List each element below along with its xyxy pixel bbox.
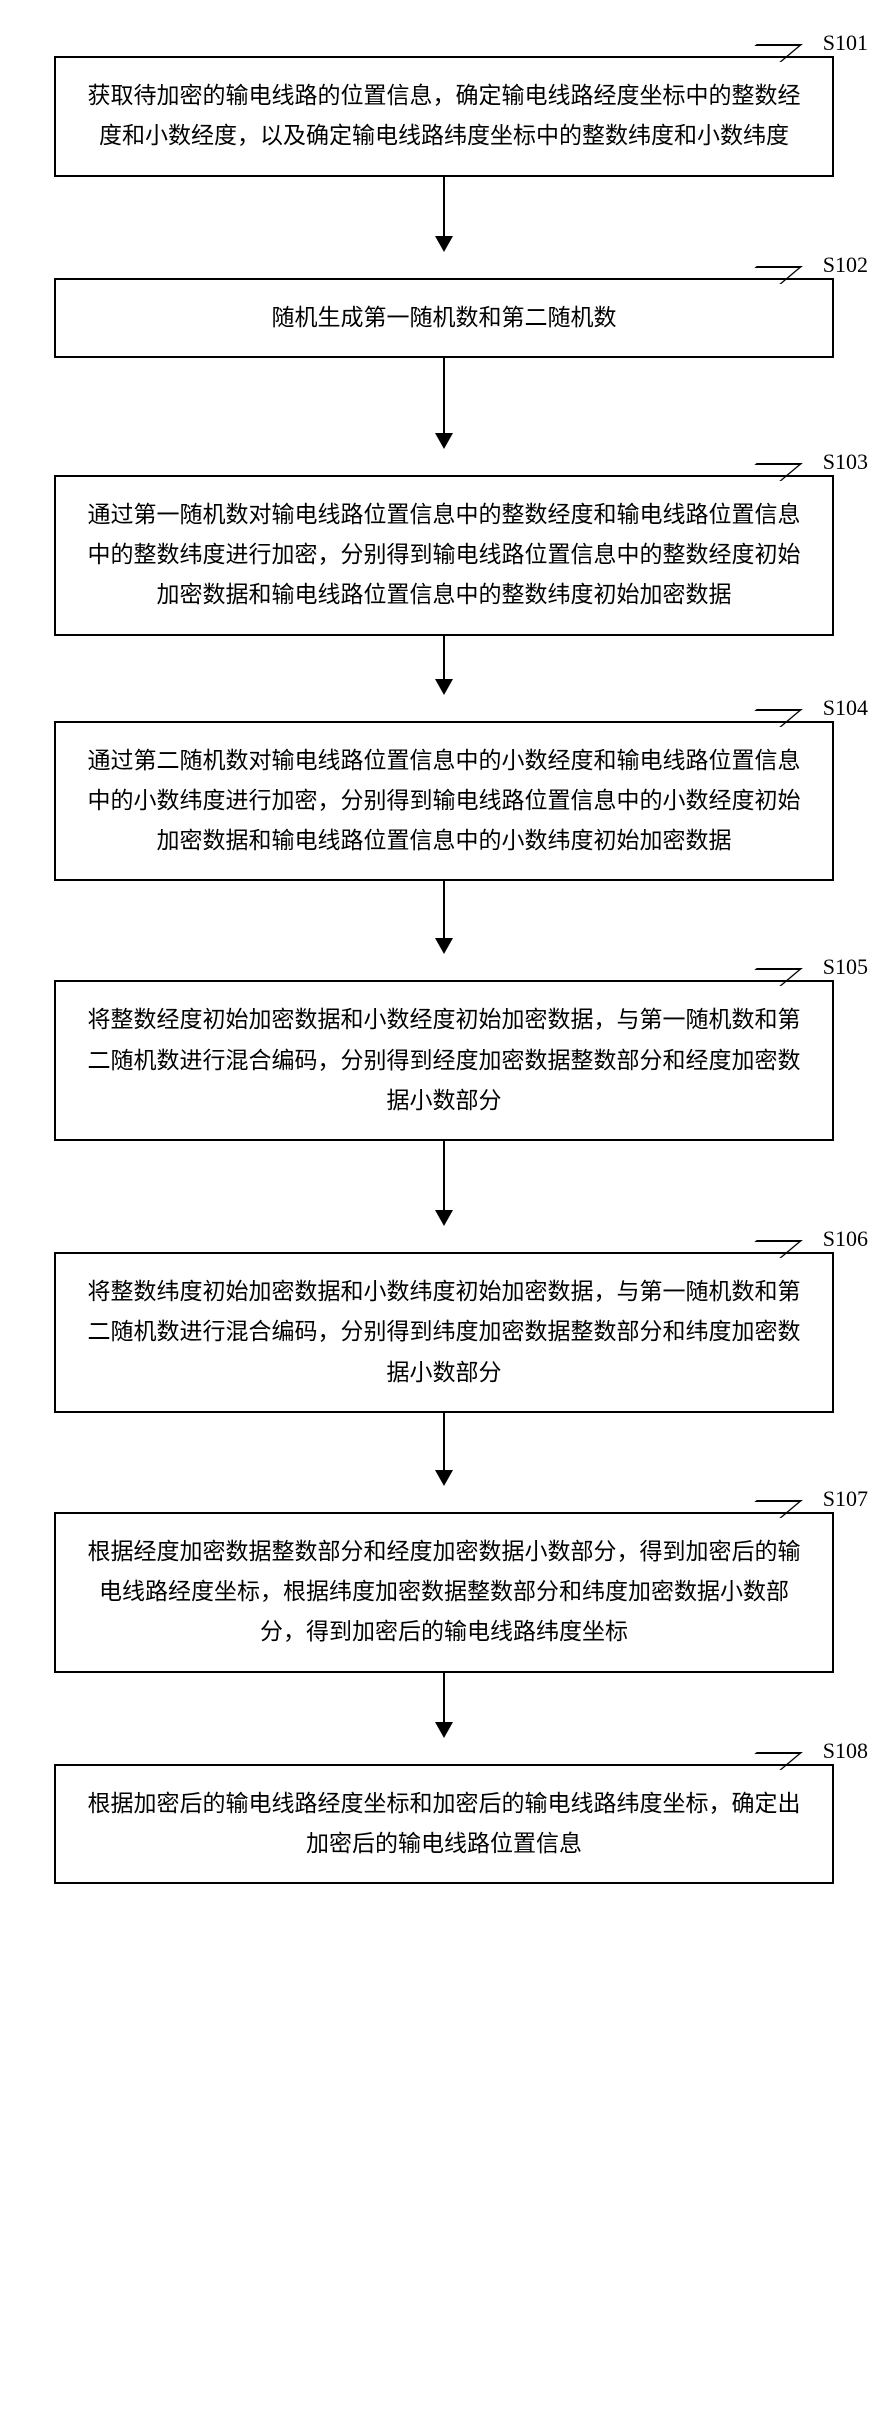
- flowchart-box: 根据加密后的输电线路经度坐标和加密后的输电线路纬度坐标，确定出加密后的输电线路位…: [54, 1764, 834, 1885]
- flowchart-arrow: [435, 177, 453, 252]
- step-id-label: S106: [823, 1226, 868, 1252]
- flowchart-step: S102随机生成第一随机数和第二随机数: [20, 252, 868, 358]
- step-label-row: S102: [20, 252, 868, 278]
- step-label-row: S101: [20, 30, 868, 56]
- arrow-head-icon: [435, 1210, 453, 1226]
- step-label-row: S104: [20, 695, 868, 721]
- arrow-head-icon: [435, 679, 453, 695]
- step-label-row: S106: [20, 1226, 868, 1252]
- step-id-label: S101: [823, 30, 868, 56]
- step-id-label: S105: [823, 954, 868, 980]
- flowchart-step: S104通过第二随机数对输电线路位置信息中的小数经度和输电线路位置信息中的小数纬…: [20, 695, 868, 882]
- flowchart-arrow: [435, 1413, 453, 1486]
- step-label-row: S103: [20, 449, 868, 475]
- flowchart-box: 根据经度加密数据整数部分和经度加密数据小数部分，得到加密后的输电线路经度坐标，根…: [54, 1512, 834, 1673]
- flowchart-arrow: [435, 881, 453, 954]
- step-id-label: S104: [823, 695, 868, 721]
- flowchart-box: 通过第一随机数对输电线路位置信息中的整数经度和输电线路位置信息中的整数纬度进行加…: [54, 475, 834, 636]
- flowchart-box: 通过第二随机数对输电线路位置信息中的小数经度和输电线路位置信息中的小数纬度进行加…: [54, 721, 834, 882]
- step-label-row: S108: [20, 1738, 868, 1764]
- step-id-label: S107: [823, 1486, 868, 1512]
- flowchart-arrow: [435, 1673, 453, 1738]
- arrow-head-icon: [435, 1470, 453, 1486]
- step-label-row: S107: [20, 1486, 868, 1512]
- flowchart-box: 将整数经度初始加密数据和小数经度初始加密数据，与第一随机数和第二随机数进行混合编…: [54, 980, 834, 1141]
- flowchart-step: S101获取待加密的输电线路的位置信息，确定输电线路经度坐标中的整数经度和小数经…: [20, 30, 868, 177]
- step-label-row: S105: [20, 954, 868, 980]
- arrow-line: [443, 881, 445, 939]
- flowchart-arrow: [435, 1141, 453, 1226]
- flowchart-step: S108根据加密后的输电线路经度坐标和加密后的输电线路纬度坐标，确定出加密后的输…: [20, 1738, 868, 1885]
- flowchart-box: 获取待加密的输电线路的位置信息，确定输电线路经度坐标中的整数经度和小数经度，以及…: [54, 56, 834, 177]
- step-id-label: S102: [823, 252, 868, 278]
- step-id-label: S103: [823, 449, 868, 475]
- flowchart-box: 将整数纬度初始加密数据和小数纬度初始加密数据，与第一随机数和第二随机数进行混合编…: [54, 1252, 834, 1413]
- arrow-line: [443, 358, 445, 434]
- flowchart-step: S106将整数纬度初始加密数据和小数纬度初始加密数据，与第一随机数和第二随机数进…: [20, 1226, 868, 1413]
- flowchart-container: S101获取待加密的输电线路的位置信息，确定输电线路经度坐标中的整数经度和小数经…: [20, 30, 868, 1884]
- arrow-head-icon: [435, 1722, 453, 1738]
- flowchart-step: S105将整数经度初始加密数据和小数经度初始加密数据，与第一随机数和第二随机数进…: [20, 954, 868, 1141]
- arrow-head-icon: [435, 236, 453, 252]
- arrow-line: [443, 1141, 445, 1211]
- flowchart-arrow: [435, 358, 453, 449]
- arrow-line: [443, 1413, 445, 1471]
- arrow-line: [443, 177, 445, 237]
- step-id-label: S108: [823, 1738, 868, 1764]
- arrow-line: [443, 636, 445, 680]
- arrow-head-icon: [435, 938, 453, 954]
- arrow-line: [443, 1673, 445, 1723]
- flowchart-arrow: [435, 636, 453, 695]
- flowchart-step: S107根据经度加密数据整数部分和经度加密数据小数部分，得到加密后的输电线路经度…: [20, 1486, 868, 1673]
- arrow-head-icon: [435, 433, 453, 449]
- flowchart-box: 随机生成第一随机数和第二随机数: [54, 278, 834, 358]
- flowchart-step: S103通过第一随机数对输电线路位置信息中的整数经度和输电线路位置信息中的整数纬…: [20, 449, 868, 636]
